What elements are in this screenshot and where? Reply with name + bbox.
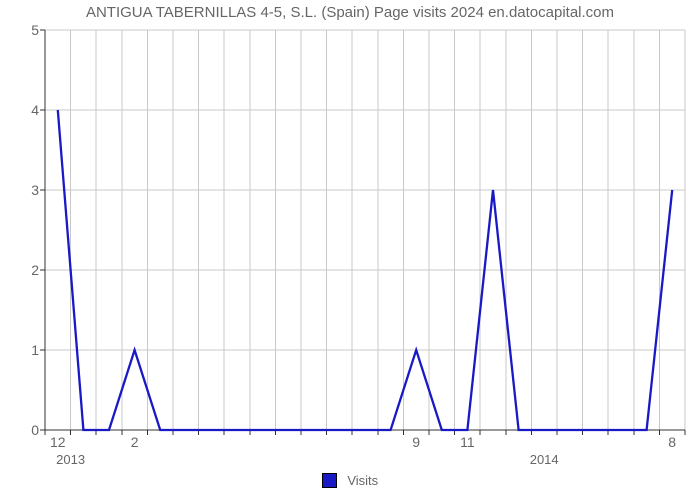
y-tick-label: 2: [15, 262, 39, 278]
y-tick-label: 3: [15, 182, 39, 198]
legend-swatch: [322, 473, 337, 488]
legend-label: Visits: [347, 473, 378, 488]
chart-container: ANTIGUA TABERNILLAS 4-5, S.L. (Spain) Pa…: [0, 0, 700, 500]
y-tick-label: 1: [15, 342, 39, 358]
x-tick-label: 11: [460, 434, 475, 450]
x-tick-label: 9: [412, 434, 420, 450]
legend: Visits: [0, 472, 700, 490]
y-tick-label: 0: [15, 422, 39, 438]
chart-plot: [45, 30, 685, 430]
y-tick-label: 4: [15, 102, 39, 118]
x-year-label: 2014: [530, 452, 559, 467]
x-year-label: 2013: [56, 452, 85, 467]
y-tick-label: 5: [15, 22, 39, 38]
x-tick-label: 8: [668, 434, 676, 450]
x-tick-label: 2: [131, 434, 139, 450]
x-tick-label: 12: [50, 434, 66, 450]
chart-title: ANTIGUA TABERNILLAS 4-5, S.L. (Spain) Pa…: [0, 4, 700, 21]
